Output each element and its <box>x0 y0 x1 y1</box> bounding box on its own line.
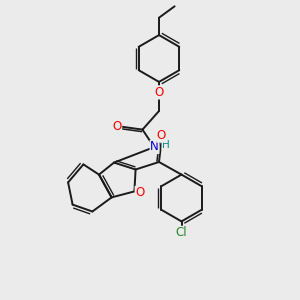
Text: O: O <box>154 86 164 99</box>
Text: O: O <box>135 186 144 200</box>
Text: O: O <box>157 129 166 142</box>
Text: Cl: Cl <box>176 226 187 239</box>
Text: N: N <box>150 140 159 154</box>
Text: O: O <box>112 119 122 133</box>
Text: H: H <box>162 140 170 150</box>
